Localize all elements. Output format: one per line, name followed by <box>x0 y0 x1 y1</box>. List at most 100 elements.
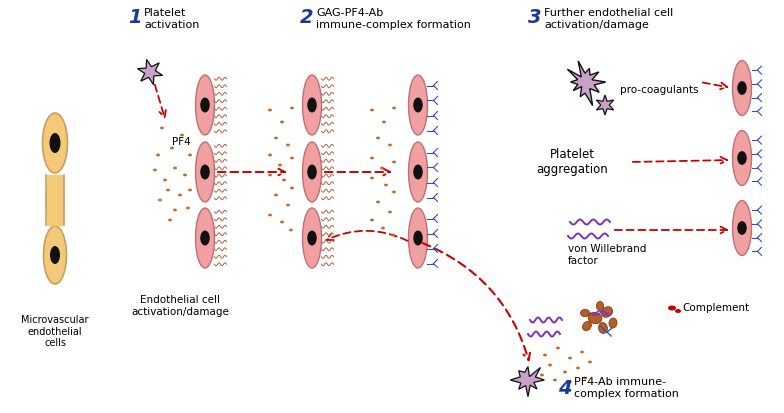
Ellipse shape <box>290 107 294 109</box>
Ellipse shape <box>42 113 67 173</box>
Text: PF4-Ab immune-
complex formation: PF4-Ab immune- complex formation <box>574 377 679 399</box>
Ellipse shape <box>376 201 380 204</box>
Ellipse shape <box>392 190 396 193</box>
Ellipse shape <box>303 208 321 268</box>
Ellipse shape <box>583 321 591 331</box>
Ellipse shape <box>540 374 544 376</box>
Ellipse shape <box>180 133 184 136</box>
Ellipse shape <box>268 109 272 112</box>
Ellipse shape <box>391 234 395 236</box>
Ellipse shape <box>388 211 392 214</box>
Ellipse shape <box>609 318 617 328</box>
Ellipse shape <box>280 121 284 123</box>
Text: Microvascular
endothelial
cells: Microvascular endothelial cells <box>21 315 89 348</box>
Ellipse shape <box>286 144 290 147</box>
Ellipse shape <box>290 157 294 159</box>
Ellipse shape <box>303 75 321 135</box>
Ellipse shape <box>576 367 580 369</box>
Ellipse shape <box>553 379 557 382</box>
Ellipse shape <box>381 227 385 230</box>
Text: pro-coagulants: pro-coagulants <box>620 85 699 95</box>
Text: Further endothelial cell
activation/damage: Further endothelial cell activation/dama… <box>544 8 673 30</box>
Ellipse shape <box>580 351 584 354</box>
Ellipse shape <box>380 166 384 169</box>
Text: 3: 3 <box>528 8 542 27</box>
Ellipse shape <box>408 142 427 202</box>
Ellipse shape <box>282 178 286 181</box>
Ellipse shape <box>49 133 60 153</box>
Ellipse shape <box>46 183 64 218</box>
Ellipse shape <box>732 60 752 116</box>
Ellipse shape <box>158 199 162 202</box>
Ellipse shape <box>668 306 676 311</box>
Ellipse shape <box>195 75 215 135</box>
Ellipse shape <box>186 206 190 209</box>
Ellipse shape <box>173 209 177 211</box>
Ellipse shape <box>563 370 567 373</box>
Ellipse shape <box>188 154 192 157</box>
Ellipse shape <box>413 97 423 112</box>
Ellipse shape <box>370 177 374 179</box>
Polygon shape <box>597 95 614 115</box>
Ellipse shape <box>556 347 560 349</box>
Ellipse shape <box>50 246 60 264</box>
Ellipse shape <box>384 183 388 186</box>
Ellipse shape <box>413 164 423 180</box>
Ellipse shape <box>166 189 170 191</box>
Ellipse shape <box>598 323 608 333</box>
Ellipse shape <box>43 226 67 284</box>
Text: 4: 4 <box>558 378 572 397</box>
Ellipse shape <box>188 189 192 191</box>
Ellipse shape <box>153 169 157 171</box>
Ellipse shape <box>580 309 590 317</box>
Ellipse shape <box>268 154 272 157</box>
Polygon shape <box>568 61 605 105</box>
Text: GAG-PF4-Ab
immune-complex formation: GAG-PF4-Ab immune-complex formation <box>316 8 471 30</box>
Ellipse shape <box>370 218 374 221</box>
Ellipse shape <box>170 147 174 150</box>
Ellipse shape <box>408 208 427 268</box>
Ellipse shape <box>382 121 386 123</box>
Ellipse shape <box>280 221 284 223</box>
Ellipse shape <box>173 166 177 169</box>
Ellipse shape <box>200 97 210 112</box>
Ellipse shape <box>737 81 746 95</box>
Ellipse shape <box>675 309 681 313</box>
Ellipse shape <box>303 142 321 202</box>
Ellipse shape <box>195 142 215 202</box>
Ellipse shape <box>307 230 317 245</box>
Ellipse shape <box>370 109 374 112</box>
Bar <box>47 175 63 225</box>
Ellipse shape <box>163 178 167 181</box>
Ellipse shape <box>307 97 317 112</box>
Ellipse shape <box>601 307 612 317</box>
Ellipse shape <box>732 200 752 256</box>
Polygon shape <box>137 59 162 85</box>
Text: Endothelial cell
activation/damage: Endothelial cell activation/damage <box>131 295 229 317</box>
Ellipse shape <box>200 164 210 180</box>
Ellipse shape <box>583 377 587 380</box>
Ellipse shape <box>408 75 427 135</box>
Ellipse shape <box>156 154 160 157</box>
Text: PF4: PF4 <box>172 137 191 147</box>
Ellipse shape <box>388 144 392 147</box>
Ellipse shape <box>274 137 278 140</box>
Polygon shape <box>510 367 544 397</box>
Ellipse shape <box>597 301 604 311</box>
Text: Complement: Complement <box>682 303 750 313</box>
Ellipse shape <box>568 356 572 359</box>
Ellipse shape <box>178 194 182 197</box>
Ellipse shape <box>376 137 380 140</box>
Ellipse shape <box>732 131 752 185</box>
Ellipse shape <box>588 312 602 324</box>
Ellipse shape <box>307 164 317 180</box>
Ellipse shape <box>183 173 187 176</box>
Ellipse shape <box>370 157 374 159</box>
Ellipse shape <box>274 194 278 197</box>
Ellipse shape <box>737 221 746 235</box>
Text: von Willebrand
factor: von Willebrand factor <box>568 244 646 266</box>
Ellipse shape <box>290 187 294 190</box>
Ellipse shape <box>278 164 282 166</box>
Ellipse shape <box>392 161 396 164</box>
Ellipse shape <box>543 354 547 356</box>
